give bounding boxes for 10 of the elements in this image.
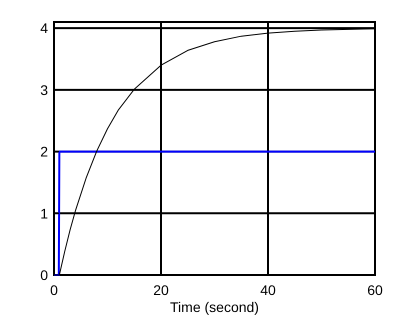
y-tick-label: 3: [40, 82, 48, 98]
y-tick-label: 0: [40, 267, 48, 283]
x-tick-label: 0: [50, 282, 58, 298]
x-tick-label: 20: [153, 282, 169, 298]
x-axis-title: Time (second): [170, 299, 259, 315]
y-tick-label: 4: [40, 20, 48, 36]
y-tick-label: 1: [40, 205, 48, 222]
x-tick-label: 60: [367, 282, 383, 298]
y-tick-label: 2: [40, 144, 48, 160]
x-tick-label: 40: [260, 282, 276, 298]
